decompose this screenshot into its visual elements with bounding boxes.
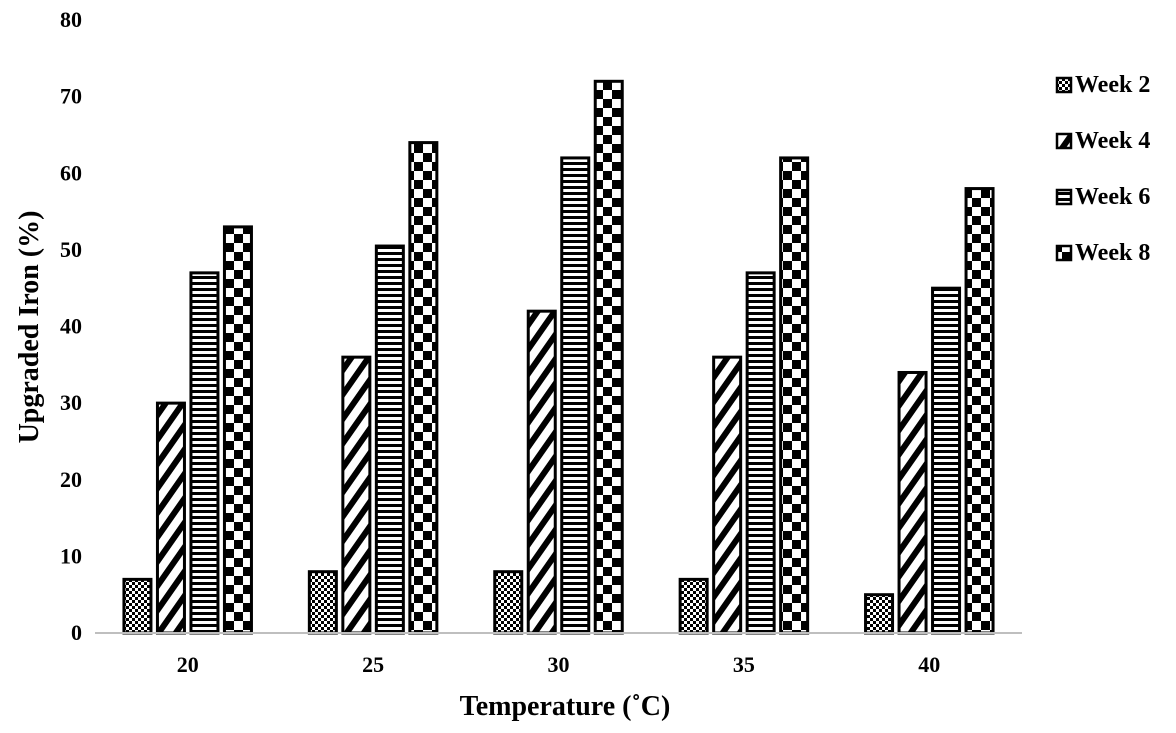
y-tick-label: 60 (60, 160, 82, 185)
bar-week-2-25 (307, 570, 338, 635)
bars (122, 79, 995, 635)
y-tick-label: 20 (60, 467, 82, 492)
y-tick-label: 0 (71, 620, 82, 645)
bar-week-6-35 (745, 271, 776, 635)
legend-swatch-week-8 (1055, 244, 1073, 262)
bar-week-4-20 (155, 401, 186, 635)
bar-week-4-35 (712, 355, 743, 635)
x-tick-label: 30 (548, 652, 570, 677)
x-tick-label: 20 (177, 652, 199, 677)
bar-week-2-35 (678, 577, 709, 635)
y-axis-ticks: 0 10 20 30 40 50 60 70 80 (60, 7, 82, 645)
bar-week-6-30 (560, 156, 591, 635)
legend-label: Week 8 (1075, 240, 1150, 266)
x-tick-label: 25 (362, 652, 384, 677)
y-tick-label: 40 (60, 314, 82, 339)
legend: Week 2 Week 4 Week 6 Week 8 (1055, 72, 1150, 266)
legend-label: Week 4 (1075, 128, 1150, 154)
bar-week-6-40 (931, 286, 962, 635)
bar-week-8-30 (593, 79, 624, 635)
x-tick-label: 40 (918, 652, 940, 677)
bar-week-4-25 (341, 355, 372, 635)
y-tick-label: 80 (60, 7, 82, 32)
bar-week-6-25 (374, 244, 405, 635)
bar-week-8-40 (964, 187, 995, 635)
bar-week-8-35 (779, 156, 810, 635)
legend-label: Week 2 (1075, 72, 1150, 98)
legend-label: Week 6 (1075, 184, 1150, 210)
bar-week-8-25 (408, 141, 439, 635)
x-tick-label: 35 (733, 652, 755, 677)
y-tick-label: 50 (60, 237, 82, 262)
y-tick-label: 30 (60, 390, 82, 415)
legend-swatch-week-6 (1055, 188, 1073, 206)
bar-week-8-20 (222, 225, 253, 635)
legend-swatch-week-2 (1055, 76, 1073, 94)
bar-week-4-40 (897, 370, 928, 635)
x-axis-ticks: 20 25 30 35 40 (177, 652, 941, 677)
bar-week-2-20 (122, 577, 153, 635)
y-tick-label: 70 (60, 84, 82, 109)
bar-week-4-30 (526, 309, 557, 635)
bar-week-2-30 (493, 570, 524, 635)
x-axis-title: Temperature (˚C) (460, 691, 671, 722)
bar-week-6-20 (189, 271, 220, 635)
y-axis-title: Upgraded Iron (%) (14, 211, 45, 444)
bar-week-2-40 (864, 593, 895, 635)
y-tick-label: 10 (60, 543, 82, 568)
legend-swatch-week-4 (1055, 132, 1073, 150)
